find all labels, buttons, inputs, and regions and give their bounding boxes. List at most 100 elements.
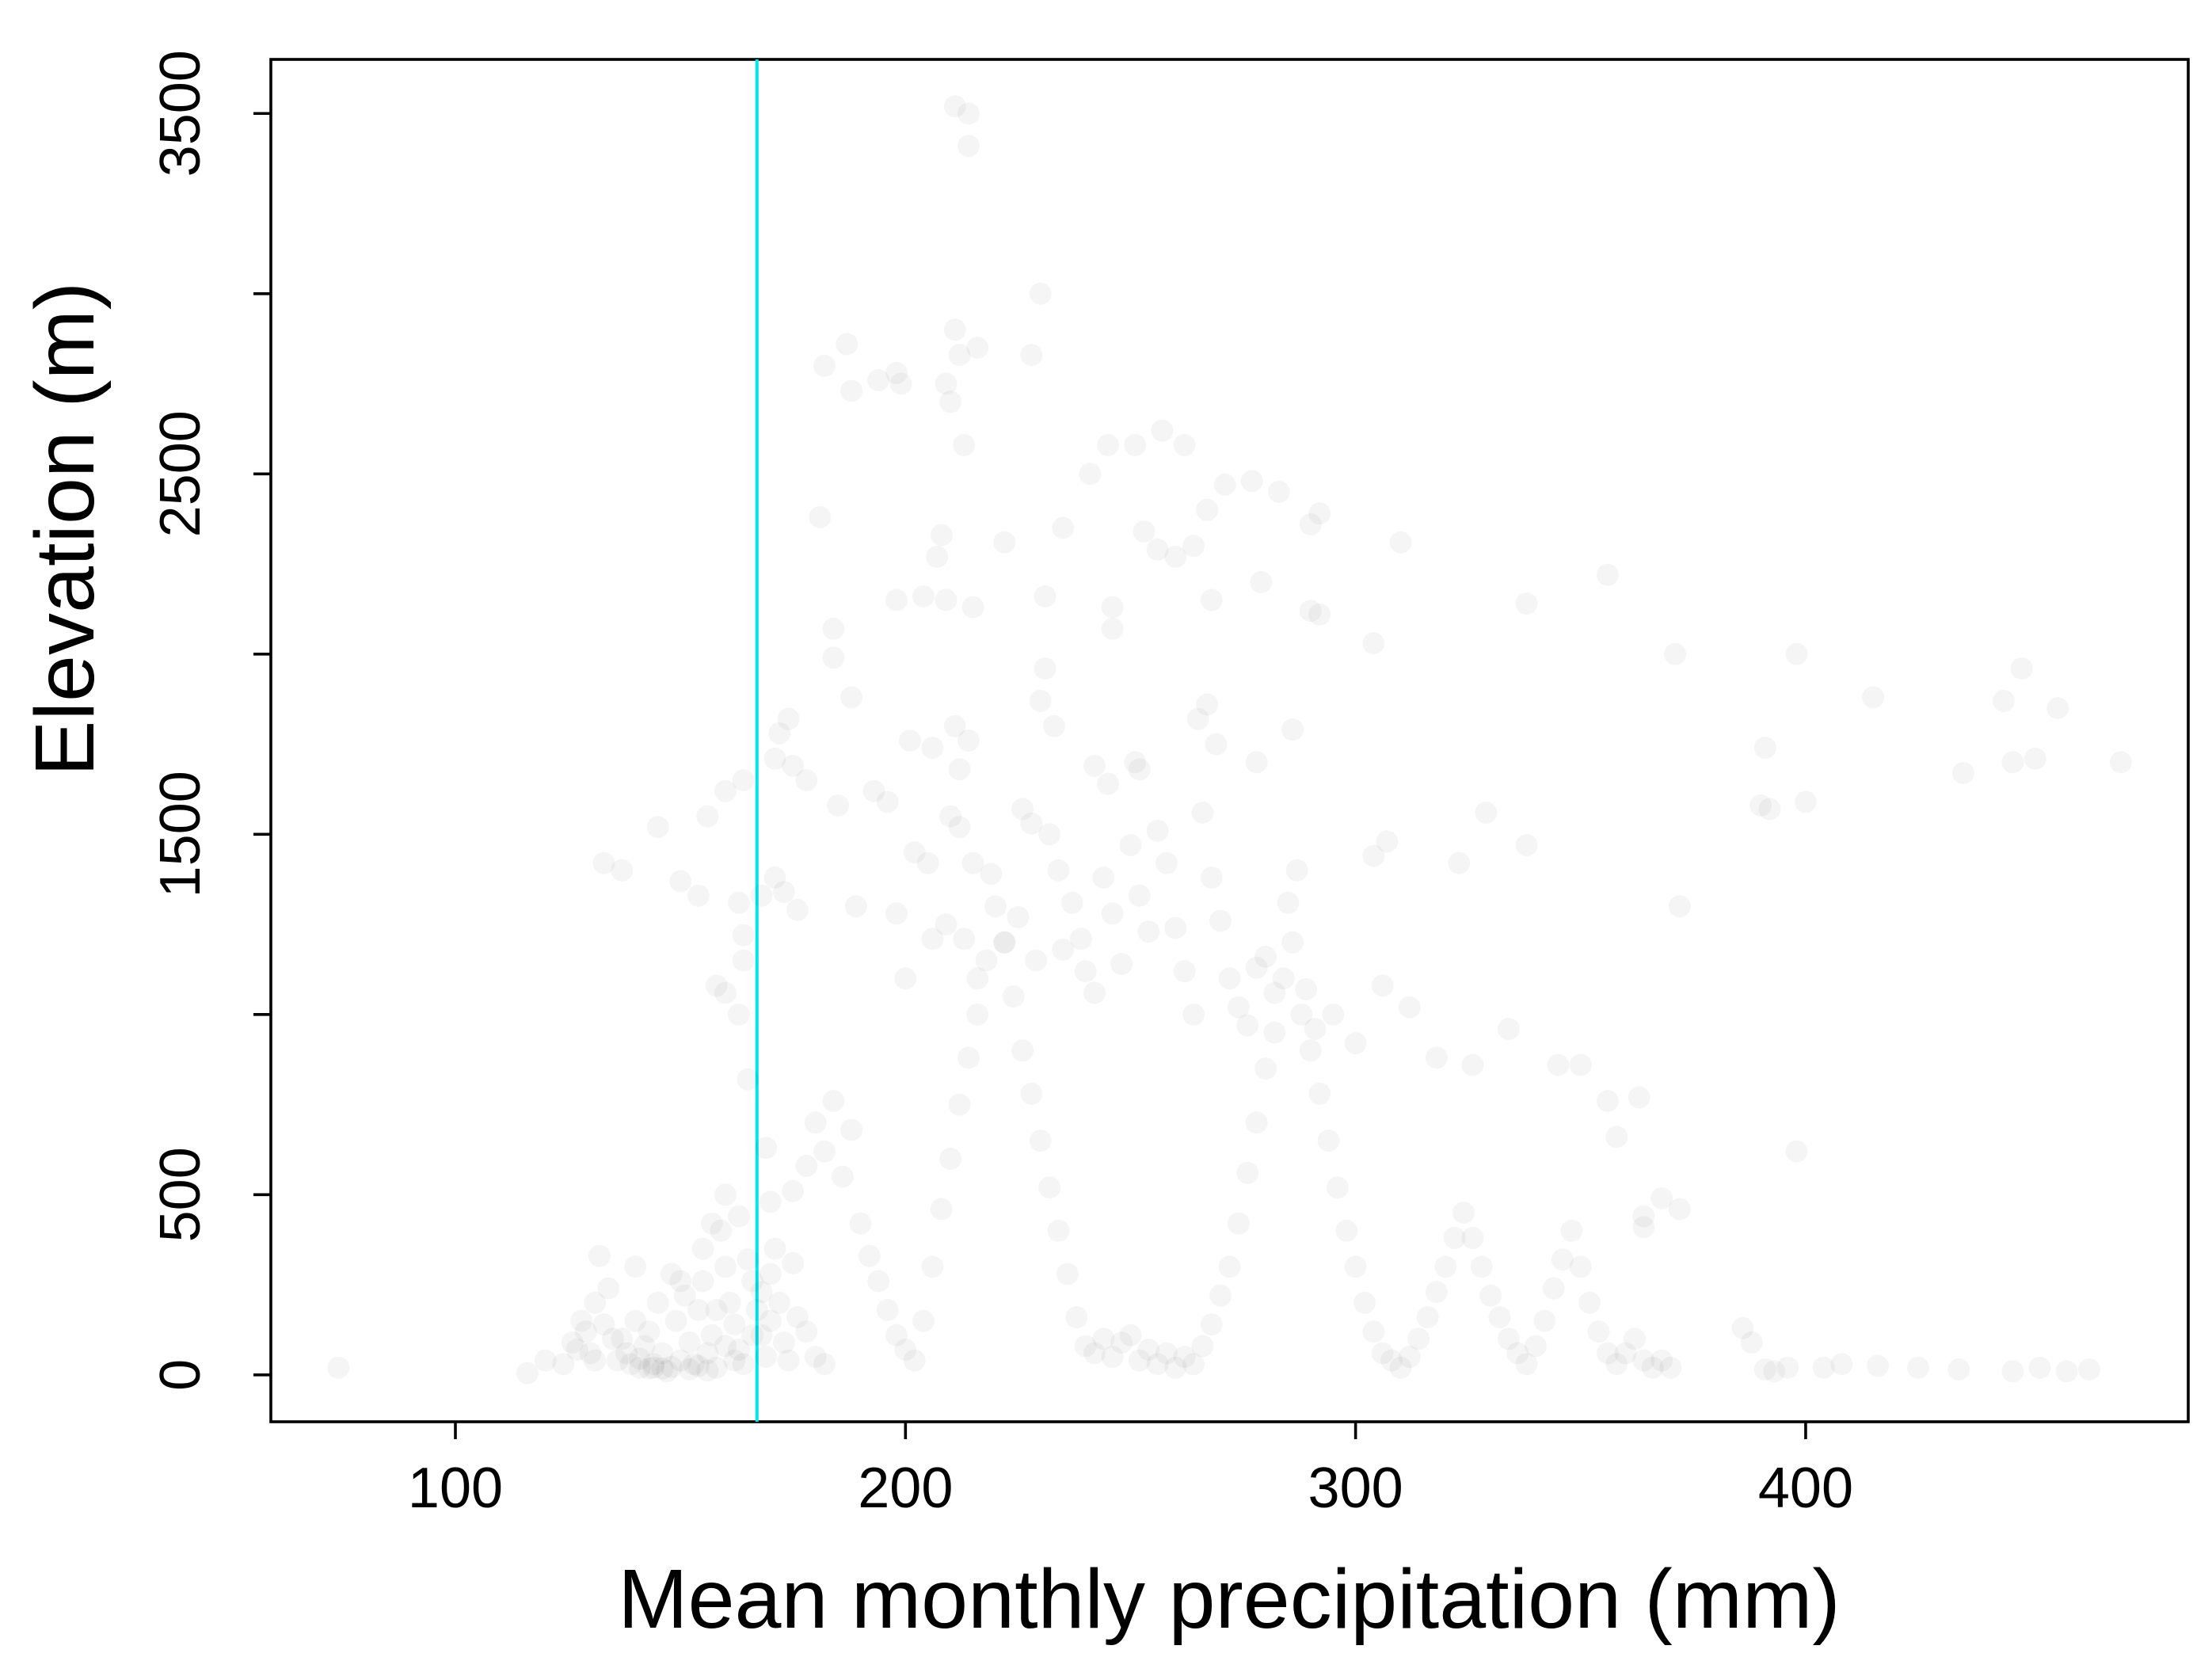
data-point xyxy=(714,1255,737,1278)
data-point xyxy=(926,545,949,568)
data-point xyxy=(935,589,958,611)
data-point xyxy=(1020,1082,1043,1105)
data-point xyxy=(772,1331,795,1354)
data-point xyxy=(795,1320,818,1343)
data-point xyxy=(759,1309,782,1332)
data-point xyxy=(1101,1346,1124,1369)
data-point xyxy=(1052,938,1075,961)
data-point xyxy=(673,1284,696,1307)
data-point xyxy=(1083,1342,1106,1365)
y-tick-label: 500 xyxy=(149,1147,212,1242)
data-point xyxy=(1753,1358,1776,1381)
data-point xyxy=(804,1346,827,1369)
data-point xyxy=(1047,859,1070,882)
data-point xyxy=(1448,851,1471,874)
data-point xyxy=(534,1349,557,1372)
data-point xyxy=(606,1349,629,1372)
data-point xyxy=(714,1183,737,1206)
data-point xyxy=(768,722,791,745)
data-point xyxy=(638,1357,661,1380)
data-point xyxy=(678,1331,701,1354)
data-point xyxy=(683,1353,706,1376)
data-point xyxy=(1281,931,1304,954)
data-point xyxy=(1862,686,1885,709)
data-point xyxy=(1497,1018,1520,1040)
data-point xyxy=(1308,603,1331,626)
data-point xyxy=(696,1342,719,1365)
data-point xyxy=(777,1349,800,1372)
data-point xyxy=(1240,470,1263,493)
data-point xyxy=(750,1281,773,1304)
data-point xyxy=(700,1212,723,1235)
data-point xyxy=(1101,902,1124,925)
data-point xyxy=(669,1270,692,1293)
data-point xyxy=(921,1255,944,1278)
data-point xyxy=(903,841,926,864)
data-point xyxy=(1155,1342,1178,1365)
data-point xyxy=(737,1068,760,1091)
data-point xyxy=(813,1353,836,1376)
data-point xyxy=(885,902,908,925)
data-point xyxy=(669,870,692,893)
data-point xyxy=(1020,344,1043,367)
data-point xyxy=(646,816,669,839)
data-point xyxy=(646,1291,669,1314)
data-point xyxy=(1042,714,1065,737)
data-point xyxy=(1596,1090,1619,1112)
data-point xyxy=(629,1356,651,1379)
data-point xyxy=(1295,978,1318,1000)
data-point xyxy=(1479,1284,1502,1307)
x-tick-label: 100 xyxy=(408,1457,503,1520)
data-point xyxy=(728,1339,750,1361)
data-point xyxy=(1461,1053,1484,1076)
data-point xyxy=(759,1190,782,1213)
data-point xyxy=(876,1298,899,1321)
data-point xyxy=(574,1320,597,1343)
data-point xyxy=(728,891,750,914)
data-point xyxy=(1034,657,1057,680)
data-point xyxy=(1299,600,1322,623)
data-point xyxy=(993,931,1016,954)
data-point xyxy=(1506,1342,1529,1365)
data-point xyxy=(930,1198,953,1221)
data-point xyxy=(1182,1353,1205,1376)
data-point xyxy=(899,729,921,752)
data-point xyxy=(755,1137,778,1160)
data-point xyxy=(953,433,976,456)
data-point xyxy=(705,1356,728,1379)
data-point xyxy=(894,1339,917,1361)
data-point xyxy=(1277,891,1300,914)
data-point xyxy=(1547,1053,1570,1076)
data-point xyxy=(705,974,728,997)
data-point xyxy=(1173,1346,1196,1369)
data-point xyxy=(1272,967,1295,990)
data-point xyxy=(993,531,1016,554)
data-point xyxy=(732,924,755,947)
data-point xyxy=(619,1353,642,1376)
data-point xyxy=(2028,1356,2051,1379)
data-point xyxy=(1097,772,1120,795)
data-point xyxy=(966,1003,989,1026)
data-point xyxy=(728,1205,750,1228)
data-point xyxy=(516,1362,539,1385)
data-point xyxy=(2055,1360,2078,1383)
data-point xyxy=(1263,1021,1286,1044)
data-point xyxy=(1304,1018,1327,1040)
data-point xyxy=(903,1349,926,1372)
data-point xyxy=(1029,1129,1052,1152)
data-point xyxy=(1020,812,1043,835)
data-point xyxy=(822,646,845,669)
data-point xyxy=(592,1313,615,1336)
data-point xyxy=(993,931,1016,954)
data-point xyxy=(943,714,966,737)
data-point xyxy=(1362,632,1385,655)
data-point xyxy=(1133,520,1155,543)
data-point xyxy=(840,379,863,402)
data-point xyxy=(1200,589,1223,611)
data-point xyxy=(723,1349,746,1372)
data-point xyxy=(579,1342,602,1365)
data-point xyxy=(687,1354,710,1377)
data-point xyxy=(957,1046,980,1069)
data-point xyxy=(651,1342,674,1365)
data-point xyxy=(741,1270,764,1293)
